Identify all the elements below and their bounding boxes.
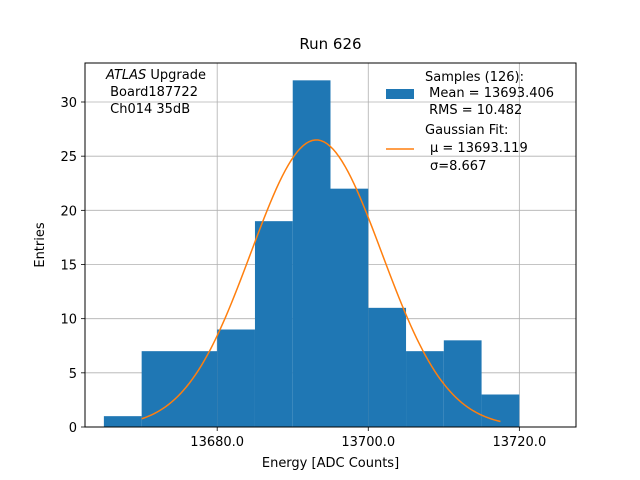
atlas-annotation: ATLAS Upgrade Board187722 Ch014 35dB [105, 68, 206, 117]
gaussian-fit-curve [141, 139, 501, 423]
legend-fit-line-3: σ=8.667 [430, 159, 486, 174]
legend-fit-line-1: Gaussian Fit: [425, 123, 508, 138]
annotation-line-3: Ch014 35dB [106, 102, 190, 117]
y-tick-label: 10 [60, 313, 77, 328]
axes-frame [84, 62, 577, 428]
chart-title: Run 626 [299, 35, 361, 53]
y-tick-label: 5 [69, 367, 77, 382]
y-tick-label: 15 [60, 259, 77, 274]
histogram-bar [103, 416, 142, 427]
histogram-bar [481, 394, 520, 427]
annotation-line-1: ATLAS Upgrade [105, 68, 206, 83]
histogram-bar [330, 188, 369, 427]
annotation-upgrade: Upgrade [146, 68, 206, 83]
x-tick-label: 13720.0 [492, 435, 546, 450]
legend-samples-swatch [386, 89, 414, 99]
legend-samples-line-2: Mean = 13693.406 [425, 86, 554, 101]
histogram-bar [443, 340, 482, 427]
y-tick-label: 25 [60, 150, 77, 165]
histogram-bar [217, 329, 255, 427]
x-tick-label: 13680.0 [190, 435, 244, 450]
x-tick-label: 13700.0 [341, 435, 395, 450]
y-tick-label: 20 [60, 204, 77, 219]
y-tick-label: 0 [69, 421, 77, 436]
x-axis-label: Energy [ADC Counts] [262, 456, 399, 471]
histogram-bar [254, 221, 293, 427]
ticks: 13680.0 13700.0 13720.0 0 5 10 15 20 25 30 [60, 96, 546, 450]
y-tick-label: 30 [60, 96, 77, 111]
histogram-bar [406, 351, 444, 427]
legend: Samples (126): Mean = 13693.406 RMS = 10… [386, 70, 554, 174]
legend-samples-line-1: Samples (126): [425, 70, 524, 85]
legend-samples-line-3: RMS = 10.482 [425, 103, 522, 118]
histogram-bar [292, 80, 331, 427]
y-axis-label: Entries [33, 222, 48, 268]
histogram-bars [103, 80, 520, 427]
histogram-bar [141, 351, 218, 427]
legend-fit-line-2: μ = 13693.119 [430, 141, 528, 156]
annotation-line-2: Board187722 [106, 85, 198, 100]
annotation-atlas: ATLAS [105, 68, 146, 83]
histogram-bar [368, 307, 407, 427]
